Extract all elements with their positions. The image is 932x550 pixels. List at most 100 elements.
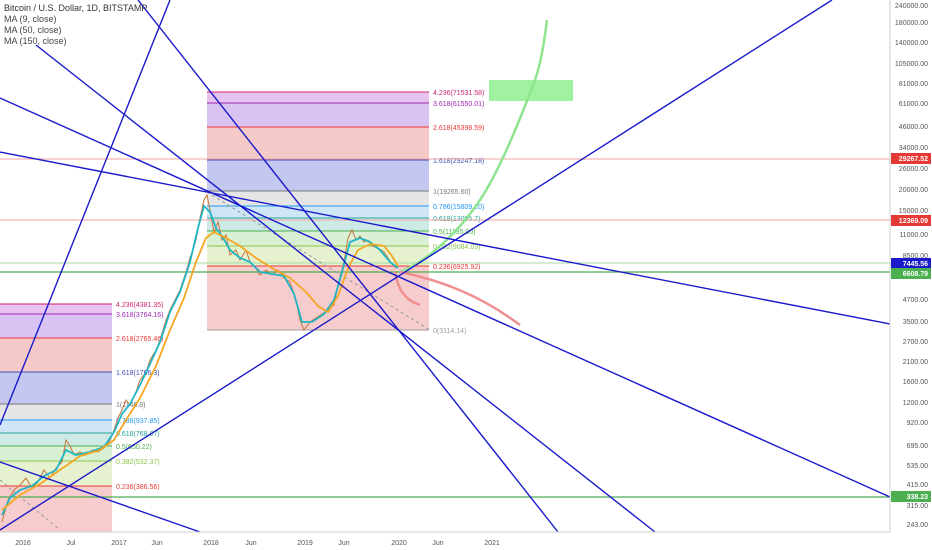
- price-tick: 81000.00: [899, 81, 928, 88]
- price-tick: 2100.00: [903, 359, 928, 366]
- chart-legend[interactable]: Bitcoin / U.S. Dollar, 1D, BITSTAMP MA (…: [4, 3, 147, 47]
- time-tick: Jun: [151, 540, 162, 547]
- price-tick: 1600.00: [903, 379, 928, 386]
- price-tick: 4700.00: [903, 297, 928, 304]
- ma50-line[interactable]: [1, 230, 399, 511]
- price-badge-label: 29267.52: [899, 156, 928, 163]
- price-tick: 105000.00: [895, 61, 928, 68]
- ma50-legend[interactable]: MA (50, close): [4, 25, 62, 35]
- fib-label: 0.786(937.85): [116, 418, 160, 425]
- fib-label: 0(3114.14): [433, 328, 466, 335]
- fib-label: 4.236(71531.58): [433, 90, 484, 97]
- fib-band: [0, 420, 112, 433]
- fib-band: [207, 127, 429, 160]
- fib-band: [207, 206, 429, 218]
- fib-band: [207, 92, 429, 103]
- time-tick: 2017: [111, 540, 127, 547]
- price-tick: 1200.00: [903, 400, 928, 407]
- fib-label: 0.786(15809.20): [433, 204, 484, 211]
- fib-label: 0.382(9084.03): [433, 244, 480, 251]
- price-tick: 315.00: [907, 503, 929, 510]
- price-tick: 61000.00: [899, 101, 928, 108]
- trend-line[interactable]: [0, 0, 833, 531]
- price-badge: [891, 268, 931, 279]
- time-tick: Jun: [245, 540, 256, 547]
- fib-band: [207, 266, 429, 330]
- fib-band: [0, 338, 112, 372]
- trend-line[interactable]: [137, 0, 559, 533]
- fib-label: 1(19265.60): [433, 189, 471, 196]
- price-tick: 240000.00: [895, 3, 928, 10]
- price-badge-label: 7445.56: [903, 261, 928, 268]
- time-tick: Jul: [67, 540, 76, 547]
- fib-label: 2.618(2765.46): [116, 336, 163, 343]
- symbol-title[interactable]: Bitcoin / U.S. Dollar, 1D, BITSTAMP: [4, 3, 148, 13]
- time-tick: 2016: [15, 540, 31, 547]
- price-axis[interactable]: 240000.00 180000.00 140000.00 105000.00 …: [889, 0, 932, 532]
- trend-line[interactable]: [35, 44, 656, 533]
- fib-label: 0.236(386.56): [116, 484, 160, 491]
- price-tick: 180000.00: [895, 20, 928, 27]
- price-badge: [891, 153, 931, 164]
- fib-label: 0.236(6925.92): [433, 264, 480, 271]
- time-tick: Jun: [432, 540, 443, 547]
- fib-band: [0, 304, 112, 314]
- fib-band: [0, 446, 112, 461]
- ma9-line[interactable]: [1, 204, 399, 516]
- time-tick: 2021: [484, 540, 500, 547]
- price-badge-label: 6608.79: [903, 271, 928, 278]
- price-tick: 46000.00: [899, 124, 928, 131]
- bullish-projection-curve[interactable]: [399, 19, 549, 274]
- price-badge-label: 338.23: [907, 494, 929, 501]
- trend-line[interactable]: [0, 97, 891, 498]
- price-tick: 15000.00: [899, 208, 928, 215]
- fib-band: [0, 314, 112, 338]
- trend-line[interactable]: [0, 461, 201, 533]
- fib-band: [207, 246, 429, 266]
- price-tick: 535.00: [907, 463, 929, 470]
- time-tick: 2019: [297, 540, 313, 547]
- price-tick: 11000.00: [899, 232, 928, 239]
- time-tick: 2020: [391, 540, 407, 547]
- fib-label: 0.5(650.22): [116, 444, 152, 451]
- price-badge: [891, 258, 931, 269]
- price-tick: 3500.00: [903, 319, 928, 326]
- fib-label: 1(1146.8): [116, 402, 145, 409]
- price-tick: 34000.00: [899, 145, 928, 152]
- fib-label: 4.236(4381.35): [116, 302, 163, 309]
- ma150-legend[interactable]: MA (150, close): [4, 36, 67, 46]
- fib-band: [0, 372, 112, 404]
- fib-band: [207, 231, 429, 246]
- price-tick: 140000.00: [895, 40, 928, 47]
- price-tick: 243.00: [907, 522, 929, 529]
- fib-label: 0.382(532.37): [116, 459, 160, 466]
- price-tick: 2700.00: [903, 339, 928, 346]
- fib-band: [207, 103, 429, 127]
- dashed-trend-line[interactable]: [0, 479, 61, 531]
- price-badge: [891, 215, 931, 226]
- price-tick: 8500.00: [903, 253, 928, 260]
- fib-label: 2.618(45398.59): [433, 125, 484, 132]
- dashed-trend-line[interactable]: [206, 191, 431, 331]
- time-tick: 2018: [203, 540, 219, 547]
- bearish-projection-curve[interactable]: [393, 270, 521, 327]
- price-badge: [891, 491, 931, 502]
- price-tick: 26000.00: [899, 166, 928, 173]
- ma9-legend[interactable]: MA (9, close): [4, 14, 57, 24]
- trend-line[interactable]: [0, 151, 891, 325]
- fib-label: 3.618(61550.01): [433, 101, 484, 108]
- price-tick: 695.00: [907, 443, 929, 450]
- plot-area[interactable]: [0, 0, 890, 532]
- trend-line[interactable]: [0, 0, 171, 426]
- fib-label: 1.618(29247.18): [433, 158, 484, 165]
- fib-label: 1.618(1766.3): [116, 370, 160, 377]
- price-tick: 920.00: [907, 420, 929, 427]
- fib-band: [0, 404, 112, 420]
- fib-band: [0, 433, 112, 446]
- price-badge-label: 12369.09: [899, 218, 928, 225]
- fib-label: 3.618(3764.16): [116, 312, 163, 319]
- time-axis[interactable]: 2016 Jul 2017 Jun 2018 Jun 2019 Jun 2020…: [0, 531, 932, 550]
- price-tick: 415.00: [907, 482, 929, 489]
